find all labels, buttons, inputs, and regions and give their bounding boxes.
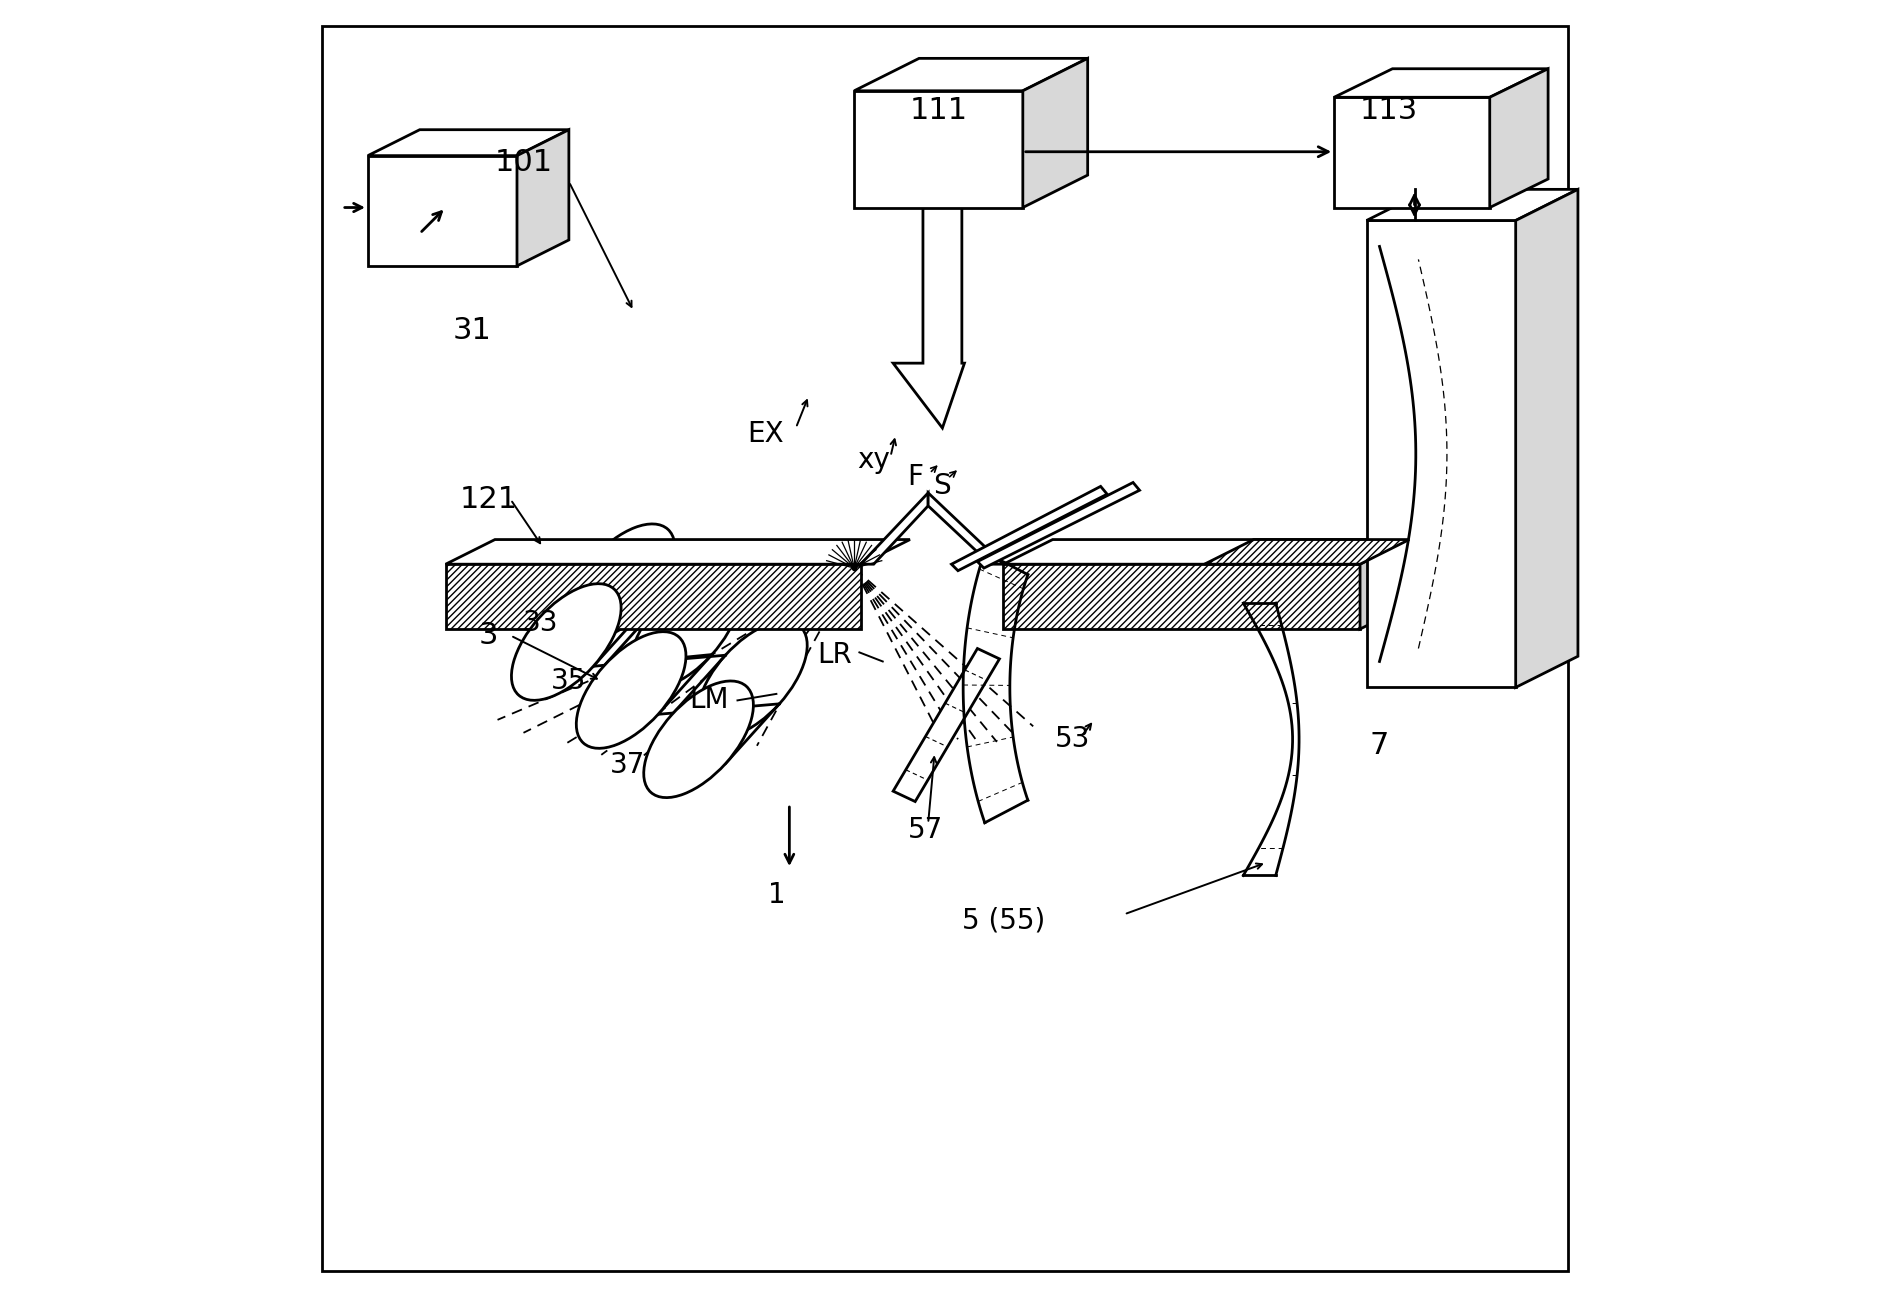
- Text: 113: 113: [1358, 96, 1417, 125]
- Polygon shape: [1360, 540, 1409, 629]
- Text: 31: 31: [451, 316, 491, 345]
- Text: 37: 37: [610, 751, 644, 779]
- Polygon shape: [1003, 540, 1409, 564]
- Ellipse shape: [644, 681, 754, 798]
- Text: 7: 7: [1370, 732, 1388, 760]
- Ellipse shape: [697, 621, 807, 738]
- Text: 33: 33: [523, 608, 557, 637]
- Text: 101: 101: [495, 148, 552, 176]
- Polygon shape: [1489, 69, 1547, 208]
- Text: xy: xy: [858, 446, 890, 475]
- Polygon shape: [446, 564, 859, 629]
- Polygon shape: [859, 493, 927, 564]
- Text: EX: EX: [748, 420, 784, 449]
- Text: LM: LM: [689, 686, 729, 715]
- Polygon shape: [1366, 220, 1515, 687]
- Polygon shape: [368, 130, 569, 156]
- Text: 53: 53: [1054, 725, 1090, 754]
- Ellipse shape: [629, 572, 739, 689]
- Text: S: S: [933, 472, 950, 501]
- Polygon shape: [1366, 189, 1577, 220]
- Polygon shape: [1203, 540, 1409, 564]
- Polygon shape: [518, 130, 569, 266]
- Text: LR: LR: [816, 641, 852, 669]
- Ellipse shape: [512, 584, 621, 700]
- Polygon shape: [446, 540, 909, 564]
- Polygon shape: [893, 208, 963, 428]
- Polygon shape: [927, 493, 1003, 564]
- Text: F: F: [907, 463, 922, 492]
- Polygon shape: [893, 648, 999, 802]
- Text: 3: 3: [478, 621, 499, 650]
- Text: 5 (55): 5 (55): [962, 907, 1045, 935]
- Polygon shape: [854, 91, 1022, 208]
- Polygon shape: [1334, 69, 1547, 97]
- Ellipse shape: [565, 524, 674, 641]
- Text: 1: 1: [767, 881, 784, 909]
- Polygon shape: [1003, 564, 1360, 629]
- Text: 121: 121: [459, 485, 518, 514]
- Polygon shape: [1515, 189, 1577, 687]
- Polygon shape: [368, 156, 518, 266]
- Polygon shape: [1334, 97, 1489, 208]
- Text: 35: 35: [552, 667, 586, 695]
- Text: 57: 57: [907, 816, 943, 844]
- Ellipse shape: [576, 632, 686, 748]
- Polygon shape: [950, 486, 1107, 571]
- Text: 111: 111: [909, 96, 967, 125]
- Polygon shape: [1022, 58, 1086, 208]
- Polygon shape: [854, 58, 1086, 91]
- Polygon shape: [977, 482, 1139, 568]
